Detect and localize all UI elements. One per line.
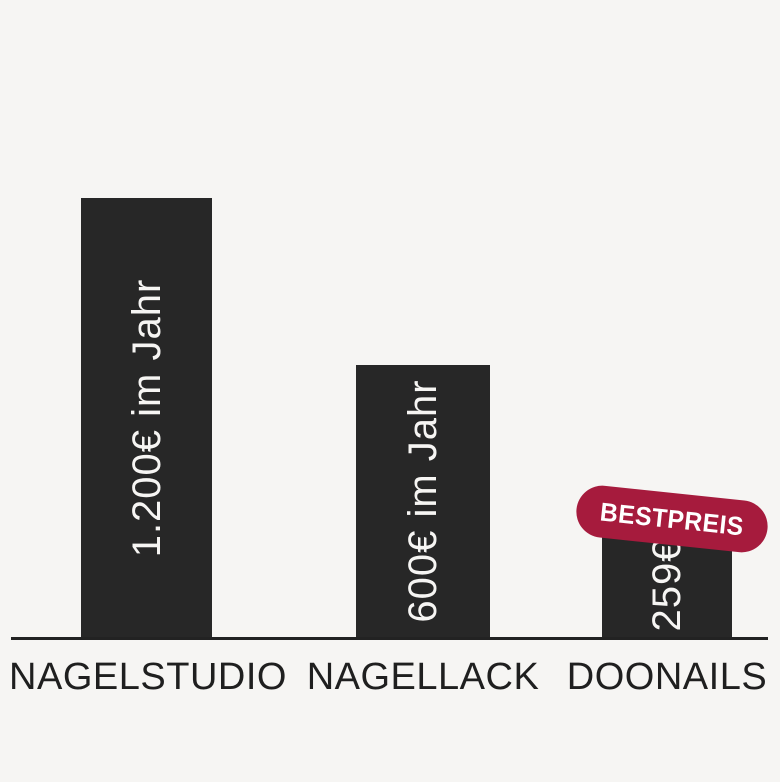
bar-value-label-nagellack: 600€ im Jahr	[401, 379, 445, 623]
category-label-doonails: DOONAILS	[566, 656, 768, 698]
bar-value-label-doonails: 259€	[645, 538, 689, 632]
category-label-nagellack: NAGELLACK	[306, 656, 540, 698]
bar-nagelstudio: 1.200€ im Jahr	[81, 198, 212, 637]
bestpreis-badge-label: BESTPREIS	[598, 496, 746, 542]
bar-value-label-nagelstudio: 1.200€ im Jahr	[124, 278, 169, 557]
axis-baseline	[11, 637, 768, 640]
bar-doonails: 259€	[602, 533, 732, 637]
bar-nagellack: 600€ im Jahr	[356, 365, 490, 637]
category-label-nagelstudio: NAGELSTUDIO	[9, 656, 287, 698]
